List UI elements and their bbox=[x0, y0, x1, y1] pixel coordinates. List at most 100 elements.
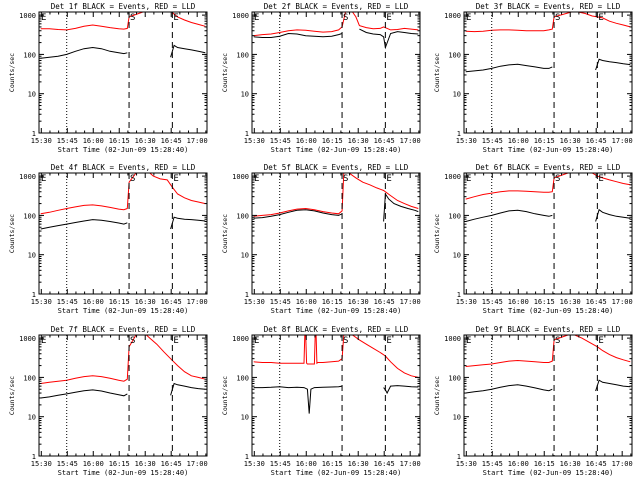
plot-frame bbox=[463, 172, 633, 295]
y-tick-label: 1 bbox=[32, 453, 36, 461]
marker-label-e: E bbox=[598, 13, 603, 23]
x-tick-label: 15:30 bbox=[456, 460, 477, 468]
y-tick-label: 1 bbox=[457, 453, 461, 461]
x-tick-label: 16:00 bbox=[508, 137, 529, 145]
x-tick-label: 17:00 bbox=[612, 460, 633, 468]
x-tick-label: 15:30 bbox=[456, 137, 477, 145]
x-tick-label: 16:15 bbox=[109, 460, 130, 468]
x-tick-label: 16:15 bbox=[322, 460, 343, 468]
x-tick-label: 16:45 bbox=[161, 460, 182, 468]
y-tick-label: 1000 bbox=[444, 173, 461, 181]
x-tick-label: 16:00 bbox=[508, 298, 529, 306]
x-tick-label: 15:45 bbox=[482, 460, 503, 468]
corner-label-e: E bbox=[466, 174, 471, 184]
x-tick-label: 16:45 bbox=[586, 298, 607, 306]
y-tick-label: 100 bbox=[236, 51, 249, 59]
lld-series-line bbox=[465, 173, 569, 200]
lld-series-line bbox=[40, 173, 137, 215]
y-axis-label: Counts/sec bbox=[221, 376, 229, 415]
x-tick-label: 16:15 bbox=[534, 137, 555, 145]
lld-series-line bbox=[40, 12, 144, 31]
y-tick-label: 1 bbox=[245, 453, 249, 461]
x-tick-label: 16:45 bbox=[586, 460, 607, 468]
panel-title: Det 2f BLACK = Events, RED = LLD bbox=[264, 2, 409, 11]
detector-panel-5f: Det 5f BLACK = Events, RED = LLD 1 10 100 10… bbox=[221, 163, 421, 315]
corner-label-e: E bbox=[466, 13, 471, 23]
panel-title: Det 8f BLACK = Events, RED = LLD bbox=[264, 325, 409, 334]
lld-series-line bbox=[352, 12, 419, 31]
detector-panel-9f: Det 9f BLACK = Events, RED = LLD 1 10 100 10… bbox=[433, 325, 633, 477]
detector-panel-2f: Det 2f BLACK = Events, RED = LLD 1 10 100 10… bbox=[221, 2, 421, 154]
x-tick-label: 16:45 bbox=[374, 460, 395, 468]
x-axis-label: Start Time (02-Jun-09 15:28:40) bbox=[271, 469, 402, 477]
events-series-line bbox=[170, 382, 206, 396]
x-tick-label: 17:00 bbox=[612, 137, 633, 145]
y-tick-label: 10 bbox=[28, 91, 36, 99]
x-tick-label: 17:00 bbox=[400, 460, 421, 468]
y-tick-label: 10 bbox=[241, 414, 249, 422]
y-tick-label: 10 bbox=[241, 252, 249, 260]
events-series-line bbox=[383, 385, 419, 395]
x-tick-label: 17:00 bbox=[400, 137, 421, 145]
panel-title: Det 5f BLACK = Events, RED = LLD bbox=[264, 163, 409, 172]
plot-frame bbox=[251, 334, 421, 457]
x-tick-label: 16:00 bbox=[83, 298, 104, 306]
panel-title: Det 9f BLACK = Events, RED = LLD bbox=[476, 325, 621, 334]
y-tick-label: 1 bbox=[32, 130, 36, 138]
marker-label-s: S bbox=[343, 13, 348, 23]
marker-label-e: E bbox=[386, 13, 391, 23]
x-tick-label: 16:30 bbox=[560, 460, 581, 468]
plot-frame bbox=[38, 172, 208, 295]
events-series-line bbox=[253, 385, 343, 414]
events-series-line bbox=[359, 28, 419, 50]
y-tick-label: 1000 bbox=[232, 335, 249, 343]
y-tick-label: 1000 bbox=[19, 173, 36, 181]
y-axis-label: Counts/sec bbox=[221, 53, 229, 92]
corner-label-e: E bbox=[254, 13, 259, 23]
x-tick-label: 16:15 bbox=[322, 298, 343, 306]
panel-title: Det 1f BLACK = Events, RED = LLD bbox=[51, 2, 196, 11]
panel-title: Det 6f BLACK = Events, RED = LLD bbox=[476, 163, 621, 172]
x-tick-label: 15:45 bbox=[57, 460, 78, 468]
y-tick-label: 1000 bbox=[232, 173, 249, 181]
marker-label-e: E bbox=[173, 13, 178, 23]
y-tick-label: 10 bbox=[241, 91, 249, 99]
x-axis-label: Start Time (02-Jun-09 15:28:40) bbox=[271, 146, 402, 154]
events-series-line bbox=[40, 46, 128, 59]
y-tick-label: 100 bbox=[23, 51, 36, 59]
detector-panel-3f: Det 3f BLACK = Events, RED = LLD 1 10 100 10… bbox=[433, 2, 633, 154]
x-tick-label: 15:30 bbox=[456, 298, 477, 306]
y-tick-label: 1000 bbox=[19, 335, 36, 343]
y-axis-label: Counts/sec bbox=[8, 214, 16, 253]
y-axis-label: Counts/sec bbox=[433, 214, 441, 253]
x-axis-label: Start Time (02-Jun-09 15:28:40) bbox=[58, 469, 189, 477]
y-tick-label: 10 bbox=[453, 252, 461, 260]
events-series-line bbox=[465, 384, 553, 394]
x-tick-label: 16:15 bbox=[534, 298, 555, 306]
x-tick-label: 17:00 bbox=[400, 298, 421, 306]
plot-frame bbox=[251, 11, 421, 134]
x-tick-label: 16:45 bbox=[586, 137, 607, 145]
events-series-line bbox=[253, 32, 343, 38]
x-tick-label: 16:45 bbox=[374, 137, 395, 145]
y-tick-label: 10 bbox=[28, 252, 36, 260]
x-tick-label: 15:45 bbox=[270, 298, 291, 306]
x-tick-label: 16:00 bbox=[83, 137, 104, 145]
x-tick-label: 16:30 bbox=[348, 460, 369, 468]
x-tick-label: 16:15 bbox=[322, 137, 343, 145]
events-series-line bbox=[383, 192, 419, 222]
x-tick-label: 16:30 bbox=[135, 137, 156, 145]
y-tick-label: 100 bbox=[236, 374, 249, 382]
events-series-line bbox=[595, 208, 631, 222]
marker-label-e: E bbox=[386, 336, 391, 346]
y-tick-label: 1 bbox=[457, 291, 461, 299]
y-axis-label: Counts/sec bbox=[433, 53, 441, 92]
y-tick-label: 10 bbox=[453, 91, 461, 99]
y-tick-label: 100 bbox=[23, 212, 36, 220]
y-axis-label: Counts/sec bbox=[433, 376, 441, 415]
x-tick-label: 16:30 bbox=[560, 137, 581, 145]
marker-label-e: E bbox=[386, 174, 391, 184]
x-tick-label: 16:15 bbox=[109, 298, 130, 306]
corner-label-e: E bbox=[466, 336, 471, 346]
